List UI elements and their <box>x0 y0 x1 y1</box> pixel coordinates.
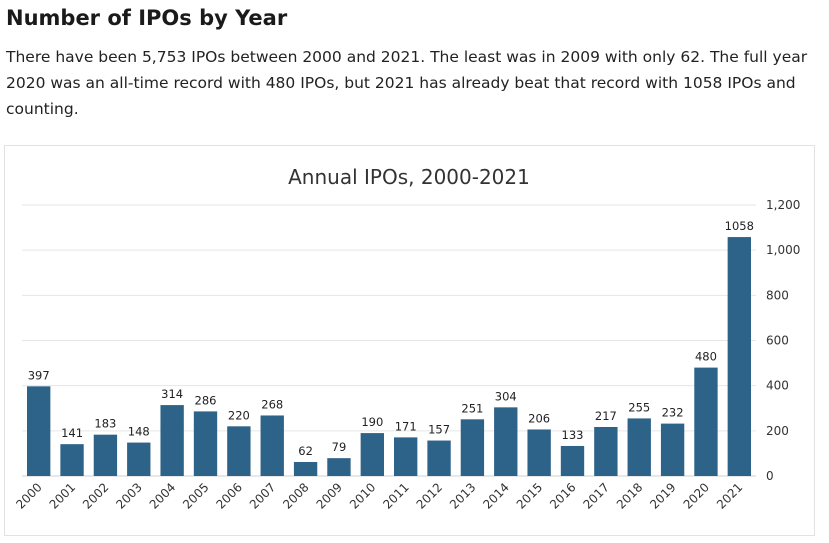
x-tick-label: 2002 <box>80 480 111 511</box>
y-axis: 0 200 400 600 800 1,000 1,200 <box>766 198 800 483</box>
value-label: 206 <box>528 411 550 425</box>
y-tick-label: 400 <box>766 379 789 393</box>
x-tick-label: 2017 <box>580 480 611 511</box>
x-tick-label: 2012 <box>414 480 445 511</box>
bar <box>527 429 551 476</box>
value-label: 397 <box>28 368 50 382</box>
bar <box>260 415 284 476</box>
bar <box>494 407 518 476</box>
bar-chart: Annual IPOs, 2000-2021 397 141 183 148 314 28… <box>13 165 800 512</box>
x-tick-label: 2000 <box>13 480 44 511</box>
bar <box>360 433 384 476</box>
x-tick-label: 2003 <box>113 480 144 511</box>
bar <box>93 434 118 476</box>
bar <box>660 423 685 476</box>
value-label: 62 <box>298 444 313 458</box>
value-label: 314 <box>161 387 183 401</box>
x-tick-label: 2008 <box>280 480 311 511</box>
value-label: 217 <box>595 409 617 423</box>
bar <box>694 367 718 476</box>
x-tick-label: 2019 <box>647 480 678 511</box>
page-heading: Number of IPOs by Year <box>6 6 288 30</box>
x-tick-label: 2020 <box>681 480 712 511</box>
x-tick-label: 2005 <box>180 480 211 511</box>
bar <box>394 437 418 476</box>
value-label: 480 <box>695 350 717 364</box>
x-tick-label: 2016 <box>547 480 578 511</box>
x-tick-label: 2018 <box>614 480 645 511</box>
bar <box>127 442 151 476</box>
value-label: 304 <box>495 389 517 403</box>
value-labels: 397 141 183 148 314 286 220 268 62 79 190 171 157 251… <box>28 219 754 458</box>
x-tick-label: 2014 <box>480 480 511 511</box>
bar <box>227 426 251 476</box>
x-tick-label: 2001 <box>47 480 78 511</box>
value-label: 141 <box>61 426 83 440</box>
y-tick-label: 800 <box>766 288 789 302</box>
gridlines <box>22 204 756 477</box>
bar <box>627 418 651 476</box>
bar <box>427 440 451 476</box>
value-label: 148 <box>128 425 150 439</box>
value-label: 251 <box>461 401 483 415</box>
value-label: 133 <box>562 428 584 442</box>
bar <box>293 461 318 476</box>
x-tick-label: 2009 <box>314 480 345 511</box>
x-tick-label: 2010 <box>347 480 378 511</box>
intro-paragraph: There have been 5,753 IPOs between 2000 … <box>6 48 808 118</box>
value-label: 268 <box>261 397 283 411</box>
value-label: 1058 <box>725 219 754 233</box>
y-tick-label: 600 <box>766 334 789 348</box>
bar <box>460 419 485 476</box>
chart-title: Annual IPOs, 2000-2021 <box>288 165 530 189</box>
value-label: 232 <box>662 406 684 420</box>
x-axis: 2000 2001 2002 2003 2004 2005 2006 2007 2008 2009… <box>13 480 745 511</box>
x-tick-label: 2015 <box>514 480 545 511</box>
value-label: 157 <box>428 423 450 437</box>
x-tick-label: 2021 <box>714 480 745 511</box>
x-tick-label: 2007 <box>247 480 278 511</box>
y-tick-label: 0 <box>766 469 774 483</box>
bar <box>60 444 84 476</box>
value-label: 220 <box>228 408 250 422</box>
value-label: 79 <box>332 440 347 454</box>
x-tick-label: 2004 <box>147 480 178 511</box>
chart-container: Annual IPOs, 2000-2021 397 141 183 148 314 28… <box>4 145 815 536</box>
bar <box>727 237 751 476</box>
bar <box>560 445 585 476</box>
y-tick-label: 200 <box>766 424 789 438</box>
x-tick-label: 2006 <box>213 480 244 511</box>
bar <box>327 458 351 476</box>
bar <box>594 426 618 476</box>
value-label: 171 <box>395 419 417 433</box>
value-label: 286 <box>195 393 217 407</box>
value-label: 190 <box>361 415 383 429</box>
bars <box>27 237 751 476</box>
x-tick-label: 2011 <box>380 480 411 511</box>
x-tick-label: 2013 <box>447 480 478 511</box>
y-tick-label: 1,200 <box>766 198 800 212</box>
value-label: 183 <box>94 417 116 431</box>
bar <box>160 405 184 476</box>
bar <box>193 411 218 476</box>
value-label: 255 <box>628 400 650 414</box>
y-tick-label: 1,000 <box>766 243 800 257</box>
bar <box>27 386 51 476</box>
